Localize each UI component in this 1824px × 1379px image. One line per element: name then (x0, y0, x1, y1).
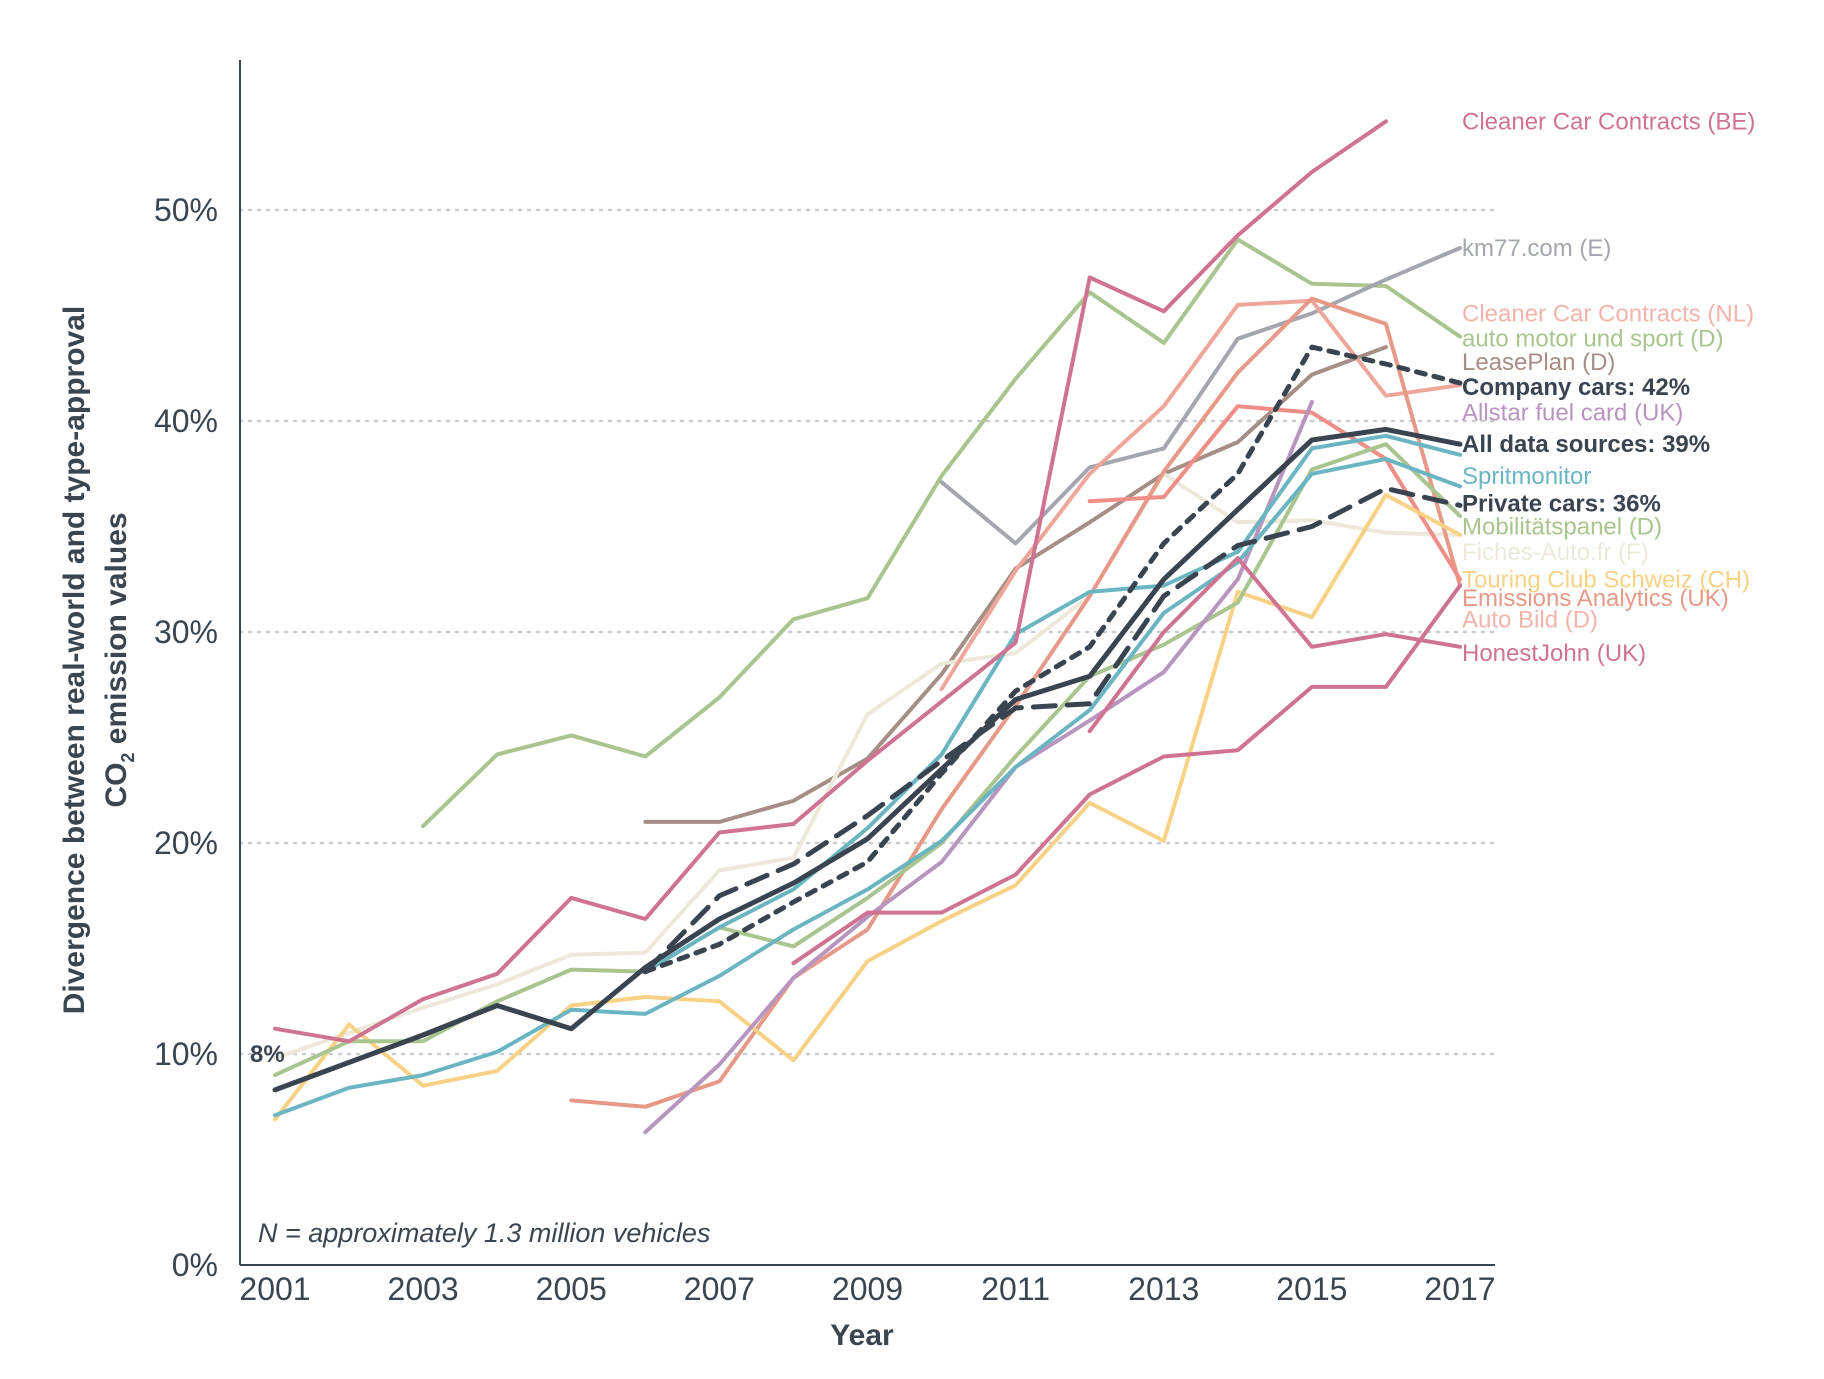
series-line (643, 433, 1462, 974)
series-label: LeasePlan (D) (1462, 349, 1615, 376)
series-label: Private cars: 36% (1462, 490, 1661, 517)
y-tick-label: 0% (172, 1247, 218, 1283)
series-line (1087, 556, 1462, 734)
series-label: Emissions Analytics (UK) (1462, 585, 1729, 612)
series-line (643, 400, 1314, 1135)
series-line (272, 426, 1463, 1093)
x-tick-label: 2011 (981, 1271, 1050, 1307)
y-axis-title-rest: emission values (100, 512, 133, 752)
y-axis-title: Divergence between real-world and type-a… (58, 306, 138, 1015)
y-axis-title-co: CO (100, 763, 133, 808)
series-line (643, 345, 1388, 824)
gridlines (238, 208, 1497, 1056)
series-label: Mobilitätspanel (D) (1462, 514, 1662, 541)
y-tick-labels: 0% 10% 20% 30% 40% 50% (154, 192, 218, 1283)
series-label: Allstar fuel card (UK) (1462, 400, 1683, 427)
series-line (273, 471, 1462, 1061)
series-label: Cleaner Car Contracts (NL) (1462, 300, 1754, 327)
series-line (273, 457, 1462, 1118)
start-value-label: 8% (250, 1041, 285, 1068)
series-label: Auto Bild (D) (1462, 606, 1598, 633)
axes (239, 60, 1495, 1266)
series-label: Cleaner Car Contracts (BE) (1462, 108, 1755, 135)
y-tick-label: 50% (154, 192, 218, 228)
series-line (273, 492, 1462, 1122)
y-tick-label: 40% (154, 403, 218, 439)
series-line (642, 344, 1463, 975)
series-label: Fiches-Auto.fr (F) (1462, 539, 1649, 566)
series-label: km77.com (E) (1462, 235, 1611, 262)
series-line (421, 237, 1462, 829)
series-label: All data sources: 39% (1462, 431, 1710, 458)
series-label: auto motor und sport (D) (1462, 326, 1723, 353)
x-tick-label: 2001 (239, 1271, 310, 1307)
x-tick-label: 2009 (832, 1271, 903, 1307)
y-tick-label: 30% (154, 614, 218, 650)
series-label: Company cars: 42% (1462, 374, 1690, 401)
y-tick-label: 20% (154, 825, 218, 861)
x-tick-label: 2003 (388, 1271, 459, 1307)
series-label: Spritmonitor (1462, 463, 1591, 490)
sample-size-note: N = approximately 1.3 million vehicles (258, 1218, 710, 1248)
x-tick-labels: 2001 2003 2005 2007 2009 2011 2013 2015 2017 (239, 1271, 1495, 1307)
y-axis-title-line2: CO2 emission values (100, 512, 138, 807)
series-line (791, 583, 1462, 966)
series-label: Touring Club Schweiz (CH) (1462, 566, 1750, 593)
series-line (939, 246, 1462, 546)
y-axis-title-line1: Divergence between real-world and type-a… (58, 306, 91, 1015)
series-line (642, 486, 1463, 975)
series-line (273, 119, 1388, 1044)
x-tick-label: 2013 (1128, 1271, 1199, 1307)
series-labels: Cleaner Car Contracts (BE) km77.com (E) Cl… (1462, 108, 1755, 667)
series-line (939, 298, 1462, 691)
series-lines (272, 119, 1463, 1135)
y-tick-label: 10% (154, 1036, 218, 1072)
series-label: HonestJohn (UK) (1462, 640, 1646, 667)
y-axis-title-subscript: 2 (118, 753, 138, 763)
x-axis-title: Year (830, 1319, 894, 1352)
x-tick-label: 2017 (1424, 1271, 1495, 1307)
x-tick-label: 2015 (1276, 1271, 1347, 1307)
x-tick-label: 2005 (536, 1271, 607, 1307)
x-tick-label: 2007 (684, 1271, 755, 1307)
